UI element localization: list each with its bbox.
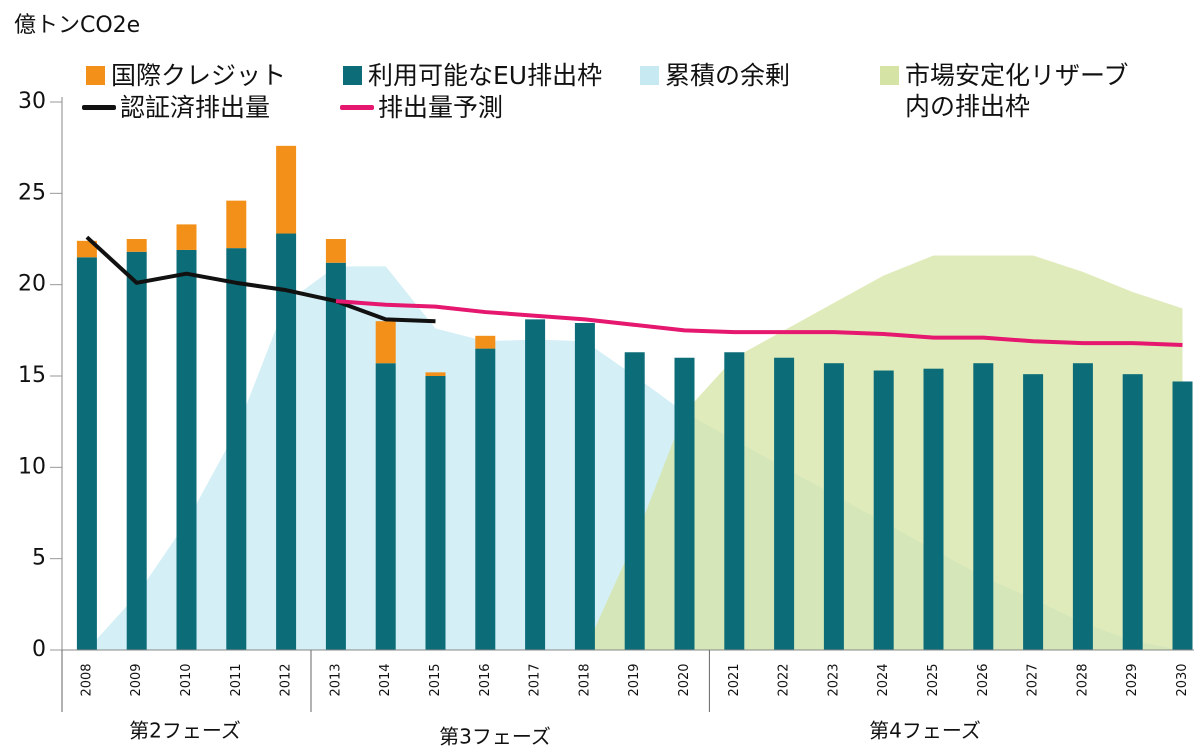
legend-label: 市場安定化リザーブ内の排出枠 <box>905 61 1129 121</box>
legend-swatch <box>343 66 362 85</box>
legend-item: 累積の余剰 <box>640 60 790 91</box>
bar <box>375 363 396 650</box>
bar <box>1023 374 1044 650</box>
bar <box>375 321 396 364</box>
y-tick-label: 0 <box>32 637 46 662</box>
x-tick-label: 2016 <box>478 663 493 696</box>
bar <box>226 248 247 650</box>
bar <box>325 262 346 650</box>
bar <box>325 239 346 263</box>
legend-label: 認証済排出量 <box>120 93 271 122</box>
bar <box>624 352 645 650</box>
x-tick-label: 2026 <box>976 663 991 696</box>
bar <box>226 200 247 249</box>
legend-label: 国際クレジット <box>111 61 287 90</box>
bar <box>724 352 745 650</box>
y-tick-label: 15 <box>18 363 46 388</box>
x-tick-label: 2018 <box>577 663 592 696</box>
bar <box>923 368 944 650</box>
legend-label: 累積の余剰 <box>665 61 791 90</box>
legend-swatch <box>86 66 105 85</box>
x-tick-label: 2023 <box>826 663 841 696</box>
x-tick-label: 2030 <box>1175 663 1190 696</box>
x-tick-label: 2022 <box>777 663 792 696</box>
bar <box>276 145 297 234</box>
x-tick-label: 2029 <box>1125 663 1140 696</box>
legend-item: 認証済排出量 <box>82 92 270 123</box>
bar <box>973 363 994 650</box>
x-tick-label: 2011 <box>229 663 244 696</box>
y-tick-label: 20 <box>18 272 46 297</box>
bar <box>823 363 844 650</box>
bar <box>1172 381 1193 650</box>
x-tick-label: 2012 <box>279 663 294 696</box>
x-tick-label: 2027 <box>1026 663 1041 696</box>
legend-item: 利用可能なEU排出枠 <box>343 60 602 91</box>
y-tick-label: 10 <box>18 454 46 479</box>
x-tick-label: 2009 <box>129 663 144 696</box>
y-axis-label: 億トンCO2e <box>14 13 140 38</box>
bar <box>126 251 147 650</box>
bar <box>76 257 97 650</box>
legend-item: 市場安定化リザーブ内の排出枠 <box>880 60 1150 122</box>
bar <box>1122 374 1143 650</box>
legend-swatch <box>340 105 374 110</box>
bar <box>176 249 197 650</box>
phase-label: 第2フェーズ <box>129 719 241 743</box>
y-tick-label: 25 <box>18 180 46 205</box>
x-tick-label: 2015 <box>428 663 443 696</box>
y-tick-label: 5 <box>32 546 46 571</box>
bar <box>774 357 795 650</box>
line <box>85 235 436 324</box>
lines <box>85 235 1183 347</box>
legend-item: 国際クレジット <box>86 60 286 91</box>
legend-item: 排出量予測 <box>340 92 503 123</box>
legend-swatch <box>82 105 116 110</box>
legend-label: 排出量予測 <box>378 93 504 122</box>
x-tick-label: 2028 <box>1075 663 1090 696</box>
bar <box>76 240 97 258</box>
bar <box>475 335 496 349</box>
x-tick-label: 2014 <box>378 663 393 696</box>
legend-swatch <box>640 66 659 85</box>
bars <box>76 145 1193 650</box>
bar <box>873 370 894 650</box>
legend-label: 利用可能なEU排出枠 <box>368 61 603 90</box>
line <box>335 299 1183 347</box>
x-tick-label: 2020 <box>677 663 692 696</box>
bar <box>276 233 297 650</box>
bar <box>425 372 446 376</box>
x-tick-label: 2024 <box>876 663 891 696</box>
x-tick-label: 2019 <box>627 663 642 696</box>
legend-swatch <box>880 66 899 85</box>
bar <box>525 319 546 650</box>
bar <box>425 376 446 650</box>
x-tick-label: 2021 <box>727 663 742 696</box>
bar <box>574 323 595 650</box>
bar <box>674 357 695 650</box>
x-tick-label: 2008 <box>79 663 94 696</box>
bar <box>475 348 496 650</box>
x-tick-label: 2017 <box>528 663 543 696</box>
bar <box>176 224 197 250</box>
bar <box>126 239 147 252</box>
bar <box>1072 363 1093 650</box>
y-tick-label: 30 <box>18 89 46 114</box>
x-tick-label: 2025 <box>926 663 941 696</box>
x-tick-label: 2013 <box>328 663 343 696</box>
phase-label: 第3フェーズ <box>439 725 551 747</box>
phase-label: 第4フェーズ <box>869 719 981 743</box>
x-tick-label: 2010 <box>179 663 194 696</box>
